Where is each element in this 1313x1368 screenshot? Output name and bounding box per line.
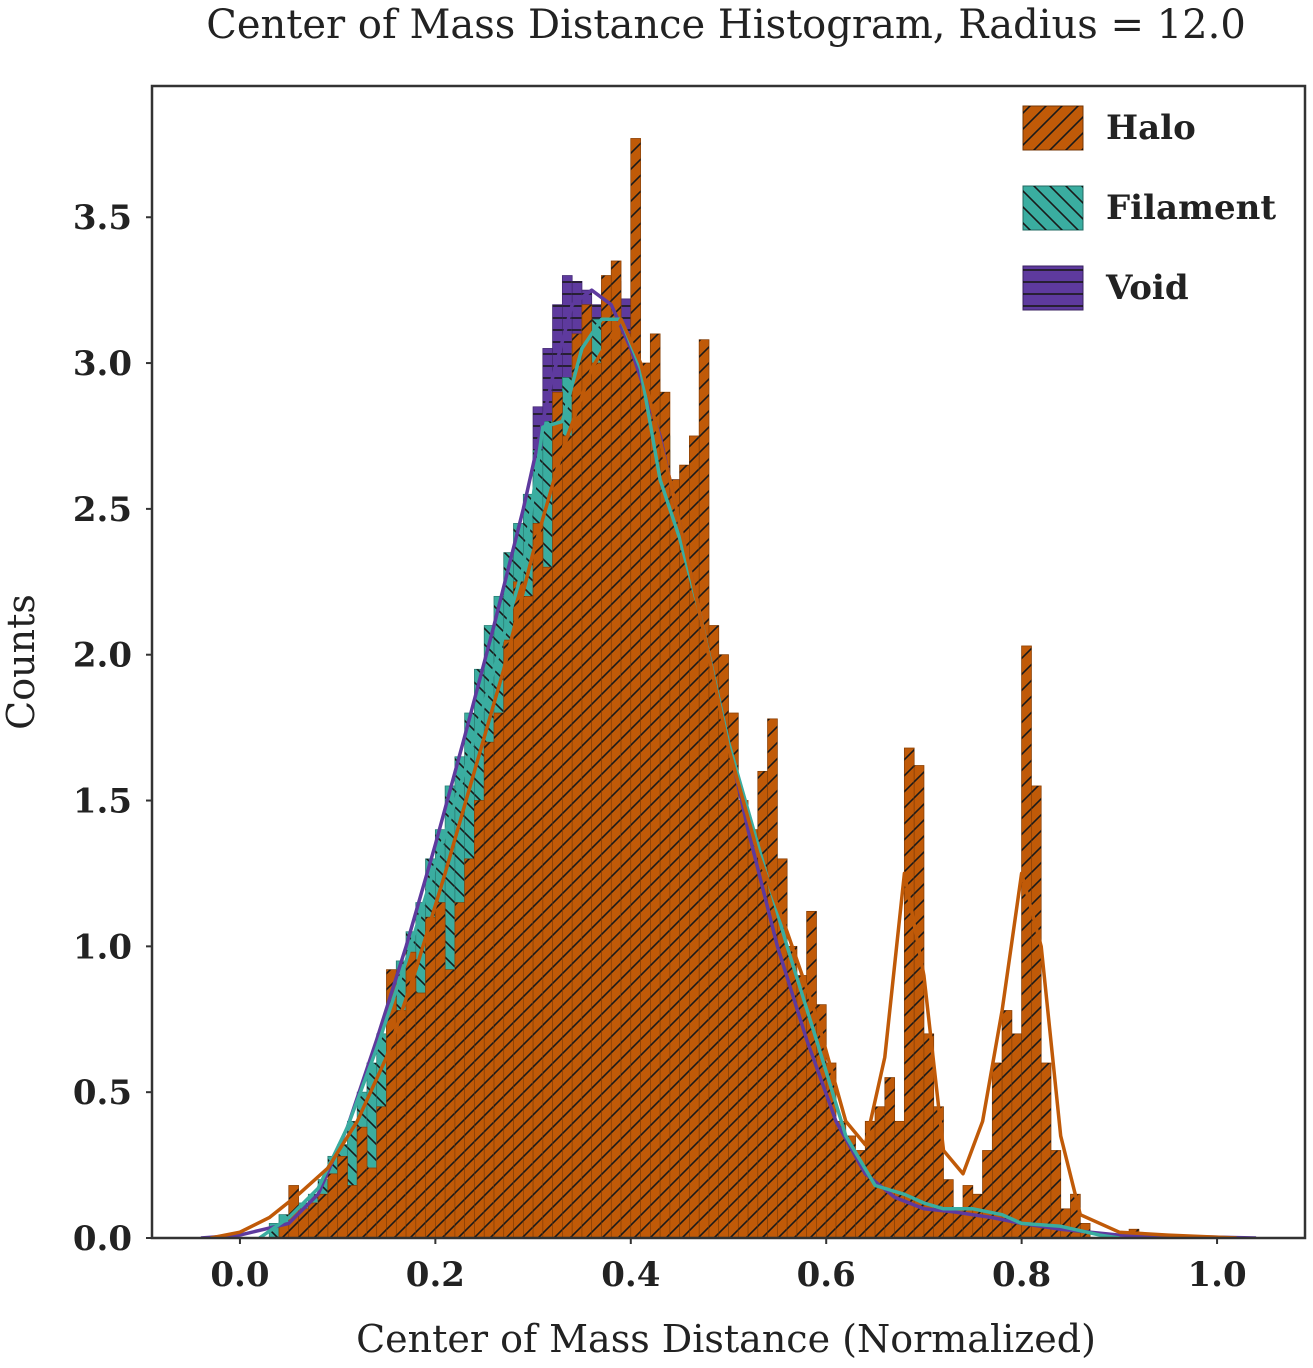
halo-bar-hatch [562,435,573,1238]
halo-bar-hatch [610,260,622,1238]
halo-bar-hatch [1011,1033,1022,1238]
y-tick-label: 1.5 [73,782,132,822]
halo-bar-hatch [874,1106,886,1238]
halo-bar-hatch [591,362,602,1238]
halo-bar-hatch [454,902,465,1238]
halo-bar-hatch [327,1173,338,1238]
legend-label-halo: Halo [1106,108,1196,148]
halo-bar-hatch [395,1010,407,1238]
legend-swatch-hatch-halo [1022,105,1084,151]
legend-label-filament: Filament [1106,188,1276,228]
halo-bar-hatch [435,902,446,1238]
halo-bar-hatch [982,1150,993,1238]
y-tick-label: 2.0 [73,636,132,676]
halo-bar-hatch [444,969,456,1238]
plot-area [200,138,1257,1238]
halo-bar-hatch [532,523,544,1238]
halo-bar-hatch [1060,1208,1071,1238]
halo-bar-hatch [571,333,583,1238]
halo-bar-hatch [581,304,593,1238]
x-tick-label: 0.2 [406,1255,465,1295]
halo-kde-line [210,317,1237,1238]
x-tick-label: 0.8 [992,1255,1051,1295]
halo-bar-hatch [366,1167,378,1238]
halo-bars [278,138,1140,1238]
halo-bar-hatch [679,464,690,1238]
y-tick-label: 3.0 [73,344,132,384]
halo-bar-hatch [757,771,768,1238]
halo-bar-hatch [552,391,563,1238]
halo-bar-hatch [415,992,426,1238]
halo-bar-hatch [630,138,641,1238]
halo-bar-hatch [698,339,710,1238]
halo-bar-hatch [347,1185,358,1238]
y-tick-label: 0.0 [73,1219,132,1259]
halo-bar-hatch [474,800,485,1238]
halo-bar-hatch [728,712,739,1238]
legend-swatch-hatch-void [1022,265,1084,311]
y-tick-label: 3.5 [73,198,132,238]
chart-title: Center of Mass Distance Histogram, Radiu… [206,2,1246,48]
filament-kde-line [258,317,1120,1238]
halo-bar-hatch [708,625,720,1238]
halo-bar-hatch [425,916,436,1238]
plot-frame [150,84,1307,1240]
halo-bar-hatch [601,275,612,1238]
halo-bar-hatch [337,1156,348,1238]
x-axis-ticks: 0.0 0.2 0.4 0.6 0.8 1.0 [210,1238,1247,1295]
halo-bar-hatch [1031,785,1042,1238]
y-axis-ticks: 0.0 0.5 1.0 1.5 2.0 2.5 3.0 3.5 [73,198,152,1259]
legend-item-filament: Filament [1022,185,1276,231]
halo-bar-hatch [884,1077,895,1238]
halo-bar-hatch [1050,1150,1062,1238]
legend-label-void: Void [1105,268,1189,308]
halo-bar-hatch [493,712,505,1238]
halo-bar-hatch [904,747,915,1238]
legend-swatch-hatch-filament [1022,185,1084,231]
x-tick-label: 0.0 [210,1255,269,1295]
y-axis-label: Counts [0,594,43,730]
y-tick-label: 1.0 [73,927,132,967]
halo-bar-hatch [1001,1010,1013,1238]
halo-bar-hatch [1040,1062,1052,1238]
halo-bar-hatch [523,596,534,1238]
legend-item-halo: Halo [1022,105,1196,151]
halo-bar-hatch [483,741,495,1238]
halo-bar-hatch [659,391,671,1238]
halo-bar-hatch [356,1126,368,1238]
legend-item-void: Void [1022,265,1189,311]
halo-bar-hatch [308,1202,319,1238]
x-tick-label: 1.0 [1187,1255,1246,1295]
halo-bar-hatch [464,858,475,1238]
y-tick-label: 2.5 [73,490,132,530]
halo-bar-hatch [317,1193,329,1238]
halo-bar-hatch [376,1106,387,1238]
halo-bar-hatch [767,718,778,1238]
halo-bar-hatch [913,765,925,1238]
halo-bar-hatch [737,800,749,1238]
halo-bar-hatch [513,581,524,1238]
x-axis-label: Center of Mass Distance (Normalized) [356,1317,1096,1361]
halo-bar-hatch [503,639,514,1238]
halo-bar-hatch [689,435,700,1238]
halo-bar-hatch [806,911,817,1238]
x-tick-label: 0.6 [797,1255,856,1295]
halo-bar-hatch [542,566,553,1238]
halo-bar-hatch [1021,645,1032,1238]
halo-bar-hatch [747,829,759,1238]
legend: Halo Filament Void [1022,105,1276,311]
halo-bar-hatch [894,1121,905,1238]
halo-bar-hatch [669,479,680,1238]
halo-bar-hatch [620,333,632,1238]
x-tick-label: 0.4 [601,1255,660,1295]
y-tick-label: 0.5 [73,1073,132,1113]
halo-bar-hatch [640,362,651,1238]
